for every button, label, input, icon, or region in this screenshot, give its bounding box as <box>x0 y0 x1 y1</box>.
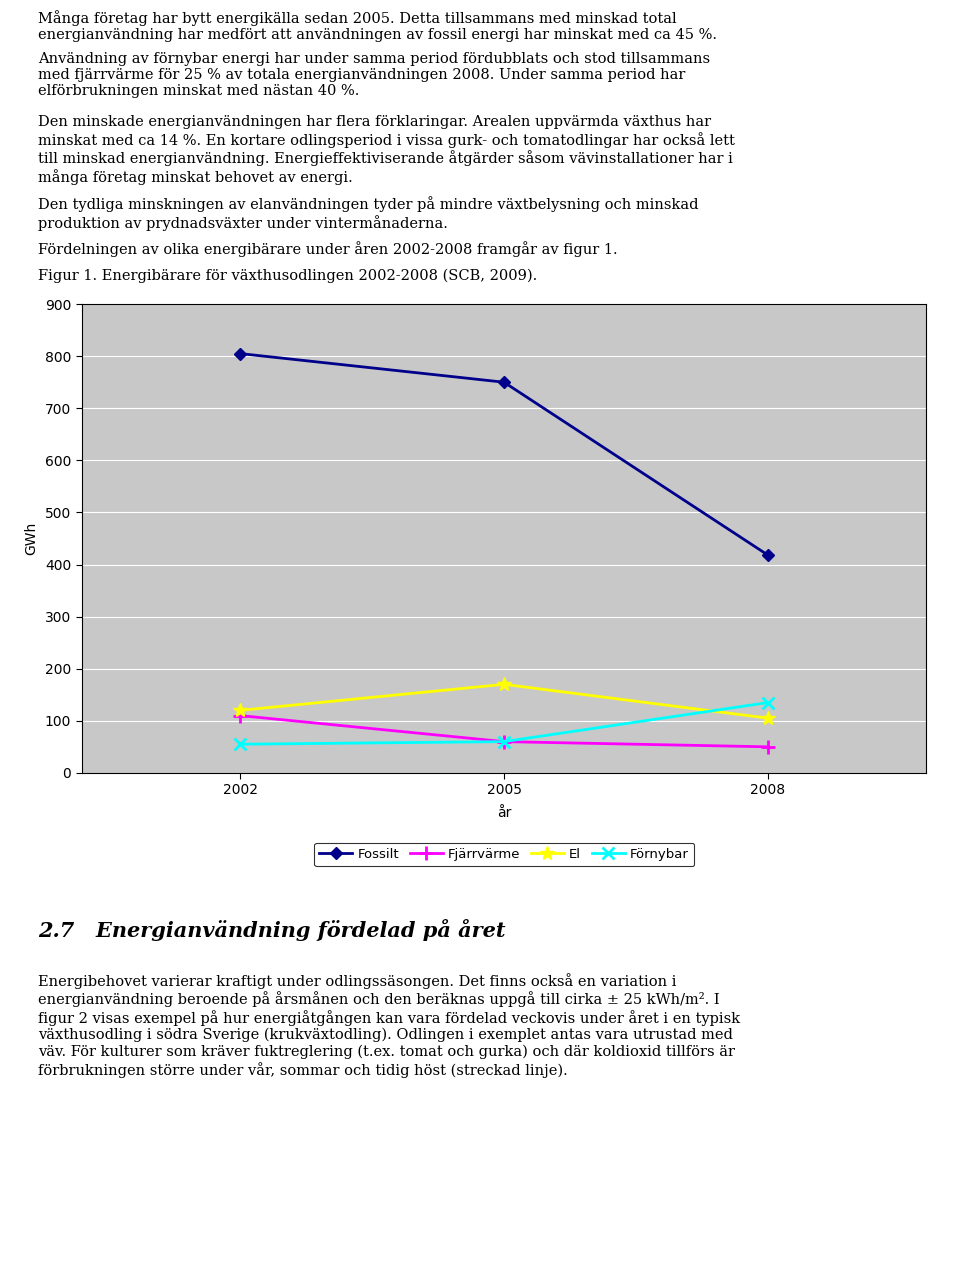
Förnybar <box>762 694 774 710</box>
Text: 2.7   Energianvändning fördelad på året: 2.7 Energianvändning fördelad på året <box>38 919 506 940</box>
Fjärrvärme <box>498 734 510 749</box>
El <box>234 703 246 718</box>
Fossilt <box>762 547 774 563</box>
Line: El: El <box>233 678 775 725</box>
Fjärrvärme <box>762 739 774 754</box>
Fjärrvärme <box>234 708 246 723</box>
Text: Användning av förnybar energi har under samma period fördubblats och stod tillsa: Användning av förnybar energi har under … <box>38 52 710 99</box>
Text: Den minskade energianvändningen har flera förklaringar. Arealen uppvärmda växthu: Den minskade energianvändningen har fler… <box>38 115 735 185</box>
Fossilt <box>234 346 246 361</box>
Förnybar <box>234 736 246 751</box>
El <box>498 677 510 692</box>
Text: Många företag har bytt energikälla sedan 2005. Detta tillsammans med minskad tot: Många företag har bytt energikälla sedan… <box>38 10 717 42</box>
Text: Figur 1. Energibärare för växthusodlingen 2002-2008 (SCB, 2009).: Figur 1. Energibärare för växthusodlinge… <box>38 269 538 283</box>
Y-axis label: GWh: GWh <box>24 522 37 555</box>
Text: Energibehovet varierar kraftigt under odlingssäsongen. Det finns också en variat: Energibehovet varierar kraftigt under od… <box>38 973 740 1078</box>
Line: Förnybar: Förnybar <box>233 697 775 750</box>
Line: Fossilt: Fossilt <box>236 350 772 559</box>
El <box>762 711 774 726</box>
Legend: Fossilt, Fjärrvärme, El, Förnybar: Fossilt, Fjärrvärme, El, Förnybar <box>314 843 694 867</box>
Line: Fjärrvärme: Fjärrvärme <box>233 708 775 754</box>
Text: Fördelningen av olika energibärare under åren 2002-2008 framgår av figur 1.: Fördelningen av olika energibärare under… <box>38 241 618 257</box>
Förnybar <box>498 734 510 749</box>
Fossilt <box>498 375 510 390</box>
Text: Den tydliga minskningen av elanvändningen tyder på mindre växtbelysning och mins: Den tydliga minskningen av elanvändninge… <box>38 196 699 231</box>
X-axis label: år: år <box>497 806 511 820</box>
